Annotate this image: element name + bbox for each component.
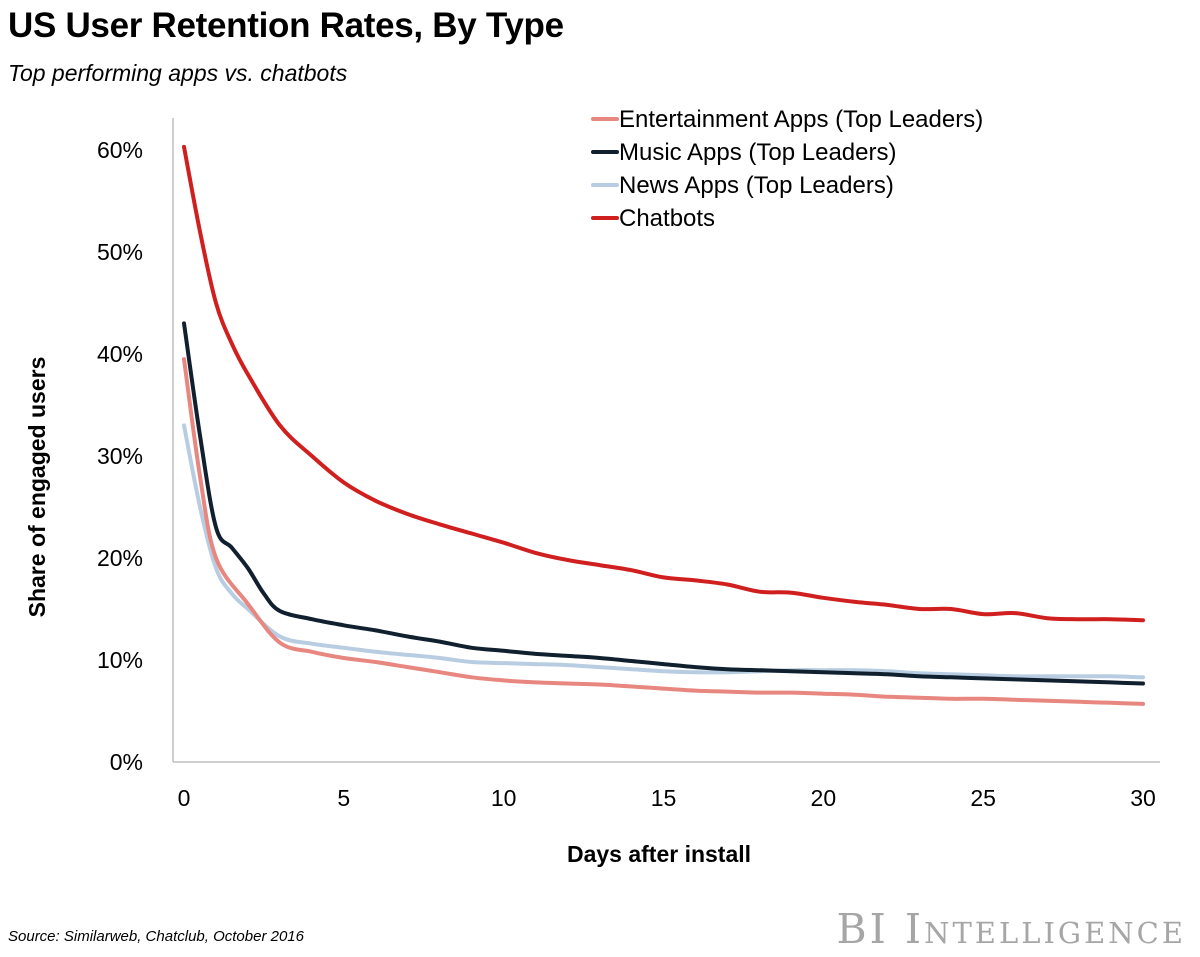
x-tick-label: 5	[337, 785, 350, 811]
legend-label: News Apps (Top Leaders)	[619, 172, 894, 199]
x-tick-label: 30	[1130, 785, 1156, 811]
series-lines	[182, 144, 1145, 706]
series-line-chatbots	[182, 144, 1145, 623]
chart-title: US User Retention Rates, By Type	[8, 6, 564, 45]
y-tick-label: 50%	[97, 239, 143, 265]
x-tick-labels: 0 5 10 15 20 25 30	[178, 785, 1156, 811]
x-tick-label: 15	[651, 785, 677, 811]
legend-label: Chatbots	[619, 205, 715, 232]
series-line-news-apps-top-leaders	[182, 423, 1145, 680]
y-tick-label: 0%	[110, 749, 143, 775]
axes	[172, 118, 1160, 763]
x-tick-label: 20	[811, 785, 837, 811]
x-axis-title: Days after install	[567, 841, 751, 867]
series-line-music-apps-top-leaders	[182, 321, 1145, 686]
y-tick-label: 30%	[97, 443, 143, 469]
y-tick-labels: 0% 10% 20% 30% 40% 50% 60%	[97, 137, 143, 775]
legend-label: Entertainment Apps (Top Leaders)	[619, 106, 983, 133]
x-tick-label: 25	[970, 785, 996, 811]
x-tick-label: 10	[491, 785, 517, 811]
brand-logo: BI Intelligence	[837, 905, 1187, 953]
y-axis-title: Share of engaged users	[24, 357, 50, 618]
x-tick-label: 0	[178, 785, 191, 811]
y-tick-label: 10%	[97, 647, 143, 673]
chart-subtitle: Top performing apps vs. chatbots	[8, 60, 348, 86]
legend: Entertainment Apps (Top Leaders) Music Ap…	[591, 106, 983, 232]
brand-prefix: BI	[836, 905, 889, 953]
y-tick-label: 40%	[97, 341, 143, 367]
brand-suffix: Intelligence	[904, 905, 1186, 953]
y-tick-label: 60%	[97, 137, 143, 163]
legend-label: Music Apps (Top Leaders)	[619, 139, 896, 166]
y-tick-label: 20%	[97, 545, 143, 571]
series-line-entertainment-apps-top-leaders	[182, 357, 1145, 706]
source-note: Source: Similarweb, Chatclub, October 20…	[8, 928, 304, 945]
